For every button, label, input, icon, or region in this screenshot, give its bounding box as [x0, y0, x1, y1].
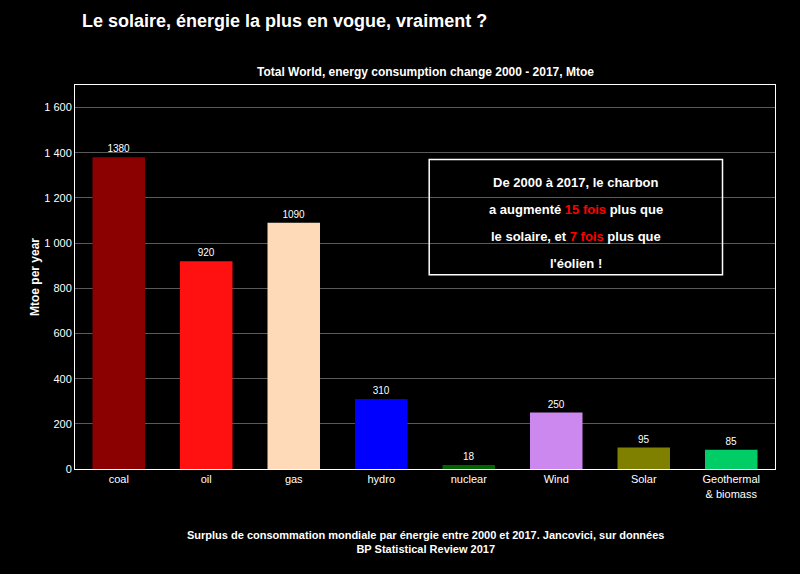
svg-text:oil: oil — [201, 473, 212, 485]
svg-text:l'éolien !: l'éolien ! — [550, 256, 602, 271]
svg-text:600: 600 — [53, 327, 71, 339]
svg-text:a augmenté 15 fois plus que: a augmenté 15 fois plus que — [489, 202, 663, 217]
svg-text:1090: 1090 — [282, 209, 305, 220]
svg-text:920: 920 — [198, 247, 215, 258]
svg-text:1 600: 1 600 — [44, 101, 72, 113]
svg-text:Geothermal& biomass: Geothermal& biomass — [703, 473, 760, 499]
svg-text:400: 400 — [53, 373, 71, 385]
svg-text:1380: 1380 — [107, 143, 130, 154]
svg-text:310: 310 — [373, 385, 390, 396]
svg-text:nuclear: nuclear — [451, 473, 487, 485]
svg-text:Le solaire, énergie la plus en: Le solaire, énergie la plus en vogue, vr… — [82, 11, 487, 31]
svg-text:coal: coal — [109, 473, 129, 485]
svg-text:hydro: hydro — [367, 473, 395, 485]
svg-text:De 2000 à 2017, le charbon: De 2000 à 2017, le charbon — [493, 175, 659, 190]
svg-text:Solar: Solar — [631, 473, 657, 485]
svg-text:200: 200 — [53, 418, 71, 430]
svg-text:1 200: 1 200 — [44, 192, 72, 204]
svg-text:Total World, energy consumptio: Total World, energy consumption change 2… — [257, 65, 594, 79]
svg-text:0: 0 — [66, 463, 72, 475]
svg-text:1 400: 1 400 — [44, 147, 72, 159]
svg-text:Wind: Wind — [544, 473, 569, 485]
svg-text:95: 95 — [638, 434, 650, 445]
svg-text:gas: gas — [285, 473, 303, 485]
svg-text:250: 250 — [548, 399, 565, 410]
svg-text:Surplus de consommation mondia: Surplus de consommation mondiale par éne… — [187, 529, 664, 555]
svg-text:le solaire, et 7 fois plus que: le solaire, et 7 fois plus que — [491, 229, 661, 244]
svg-text:1 000: 1 000 — [44, 237, 72, 249]
svg-text:Mtoe per year: Mtoe per year — [28, 238, 42, 316]
svg-text:85: 85 — [725, 436, 737, 447]
svg-text:18: 18 — [463, 451, 475, 462]
svg-text:800: 800 — [53, 282, 71, 294]
